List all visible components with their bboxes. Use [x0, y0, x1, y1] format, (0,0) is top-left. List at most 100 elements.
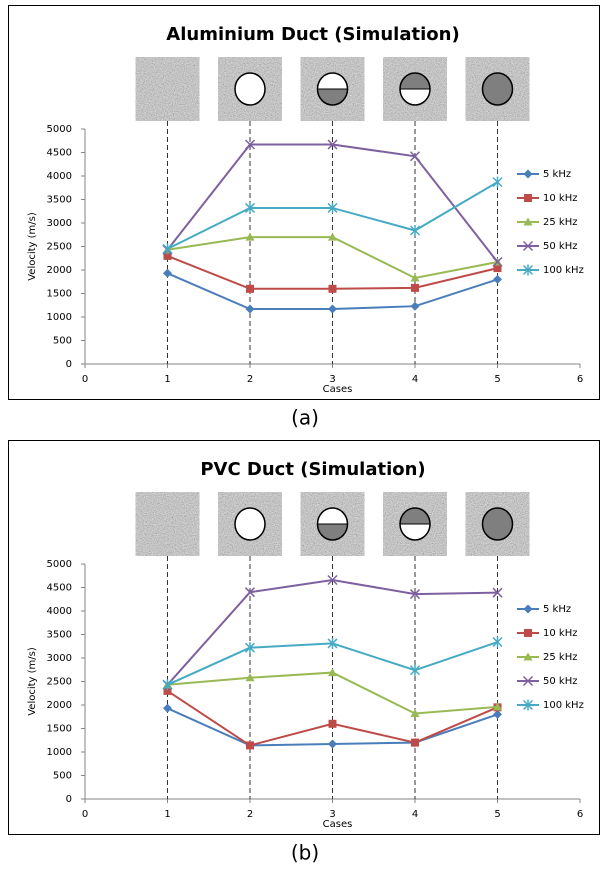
circle-half — [317, 89, 348, 105]
marker-stroke — [492, 256, 503, 268]
marker — [327, 574, 338, 586]
circle-fill — [235, 508, 265, 540]
legend-label: 50 kHz — [543, 241, 577, 252]
x-tick-label: 2 — [247, 374, 253, 385]
y-tick-label: 2000 — [47, 265, 72, 276]
circle-half — [317, 524, 348, 540]
circle-edge — [399, 72, 431, 106]
circle-edge — [399, 507, 431, 541]
marker — [163, 703, 172, 713]
y-tick-label: 4000 — [47, 171, 72, 182]
circle-half — [400, 73, 430, 89]
case-image — [135, 56, 200, 122]
marker — [327, 202, 338, 214]
x-tick-label: 4 — [412, 374, 418, 385]
caption: (a) — [291, 406, 319, 430]
circle-fill — [235, 73, 265, 105]
marker — [411, 283, 419, 292]
marker — [493, 264, 502, 273]
y-tick-label: 3500 — [47, 195, 72, 206]
marker-stroke — [409, 589, 421, 600]
x-tick-label: 6 — [577, 374, 583, 385]
circle-fill — [482, 508, 513, 540]
marker — [328, 719, 337, 728]
y-tick-label: 4500 — [47, 583, 72, 594]
x-tick-label: 6 — [577, 809, 583, 820]
marker-stroke — [244, 587, 256, 598]
x-tick-label: 2 — [247, 809, 253, 820]
circle-edge — [316, 72, 349, 106]
y-tick-label: 1000 — [47, 747, 72, 758]
legend-label: 25 kHz — [543, 652, 577, 663]
marker — [245, 673, 255, 682]
marker-stroke — [492, 587, 503, 598]
marker — [493, 274, 502, 284]
caption: (b) — [291, 841, 319, 865]
case-circle — [234, 72, 266, 106]
marker — [409, 664, 421, 676]
chart: PVC Duct (Simulation) (b) 0 500 1000 1500 2000… — [8, 440, 600, 865]
marker-stroke — [522, 675, 534, 687]
marker — [163, 251, 172, 260]
x-tick-label: 4 — [412, 809, 418, 820]
y-tick-label: 500 — [53, 771, 72, 782]
legend-marker — [522, 675, 534, 687]
legend-label: 50 kHz — [543, 676, 577, 687]
legend-marker — [523, 217, 533, 226]
marker — [246, 284, 254, 293]
legend-marker — [524, 629, 532, 637]
marker-stroke — [327, 139, 338, 150]
circle-edge — [481, 507, 514, 541]
legend-marker — [522, 699, 534, 711]
x-axis-label: Cases — [323, 819, 353, 830]
y-tick-label: 500 — [53, 336, 72, 347]
marker — [328, 232, 337, 241]
marker — [410, 301, 420, 311]
x-axis-label: Cases — [323, 384, 353, 395]
y-tick-label: 1500 — [47, 289, 72, 300]
case-circle — [399, 72, 431, 106]
legend-label: 100 kHz — [543, 265, 584, 276]
y-tick-label: 2500 — [47, 677, 72, 688]
legend-label: 10 kHz — [543, 628, 577, 639]
marker — [328, 739, 337, 749]
marker — [244, 587, 256, 598]
y-tick-label: 4000 — [47, 606, 72, 617]
chart-title: Aluminium Duct (Simulation) — [166, 24, 459, 45]
marker-stroke — [409, 151, 421, 162]
marker — [163, 268, 172, 278]
x-tick-label: 5 — [494, 809, 500, 820]
circle-fill — [482, 73, 513, 105]
y-tick-label: 3000 — [47, 653, 72, 664]
y-tick-label: 3000 — [47, 218, 72, 229]
x-tick-label: 3 — [329, 809, 335, 820]
legend-marker — [523, 652, 533, 661]
marker — [409, 151, 421, 162]
marker — [493, 709, 502, 719]
marker — [411, 738, 419, 747]
marker-stroke — [327, 574, 338, 586]
y-tick-label: 2500 — [47, 242, 72, 253]
y-tick-label: 5000 — [47, 124, 72, 135]
marker — [244, 139, 256, 150]
marker — [162, 679, 173, 691]
circle-edge — [234, 507, 266, 541]
marker — [410, 708, 420, 717]
y-tick-label: 0 — [66, 359, 72, 370]
chart-title: PVC Duct (Simulation) — [200, 459, 425, 480]
legend-label: 100 kHz — [543, 700, 584, 711]
marker — [246, 741, 254, 750]
y-axis-label: Velocity (m/s) — [27, 212, 38, 281]
y-tick-label: 0 — [66, 794, 72, 805]
circle-edge — [481, 72, 514, 106]
marker — [328, 284, 337, 293]
x-tick-label: 1 — [164, 374, 170, 385]
marker — [244, 202, 256, 214]
case-circle — [399, 507, 431, 541]
legend-label: 5 kHz — [543, 604, 571, 615]
x-tick-label: 0 — [82, 809, 88, 820]
marker — [492, 256, 503, 268]
y-tick-label: 5000 — [47, 559, 72, 570]
marker-stroke — [244, 139, 256, 150]
y-tick-label: 4500 — [47, 148, 72, 159]
